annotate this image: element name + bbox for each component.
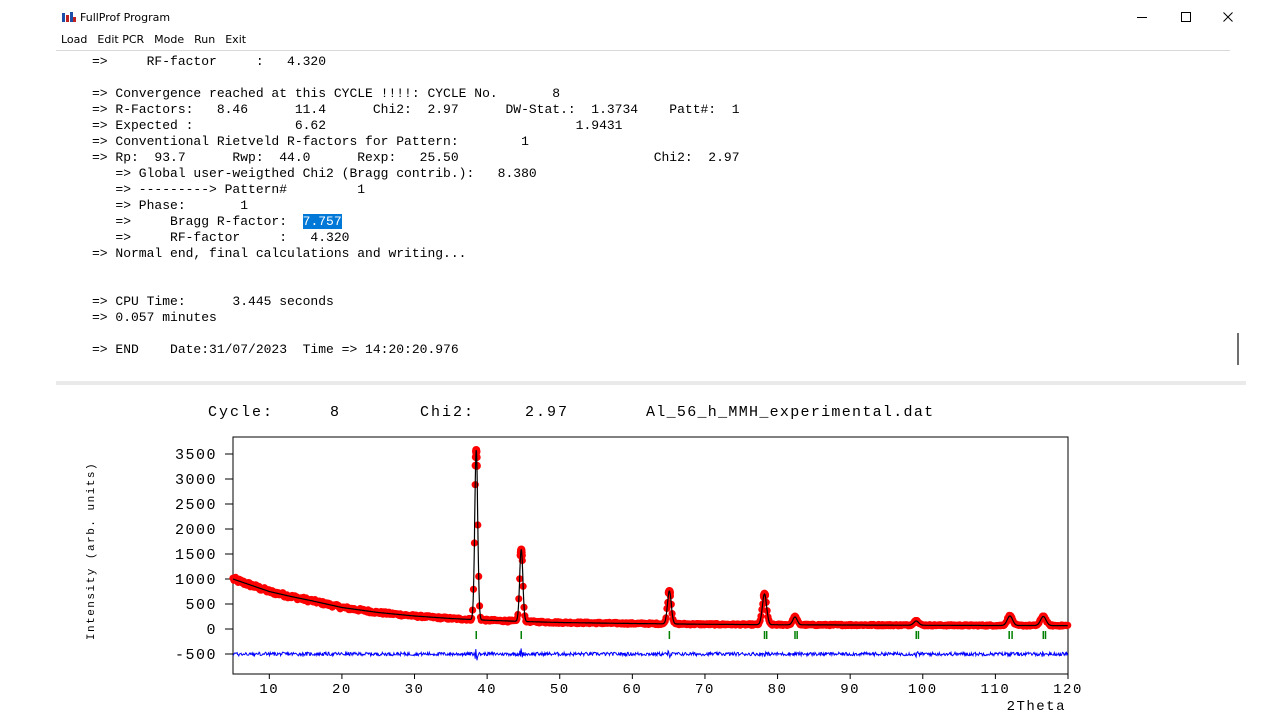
console-line — [92, 326, 740, 342]
x-axis-label: 2Theta — [1007, 699, 1066, 715]
console-line: => Normal end, final calculations and wr… — [92, 246, 467, 261]
console-line: => Bragg R-factor: 7.757 — [92, 214, 342, 229]
console-line: => Phase: 1 — [92, 198, 249, 213]
x-tick-label: 20 — [332, 682, 352, 698]
x-tick-label: 10 — [259, 682, 279, 698]
plot-frame — [232, 436, 1069, 675]
menu-bar: Load Edit PCR Mode Run Exit — [56, 33, 251, 49]
console-line: => RF-factor : 4.320 — [92, 230, 350, 245]
console-scrollbar[interactable] — [1230, 50, 1246, 380]
selected-text[interactable]: 7.757 — [302, 214, 342, 229]
pane-divider[interactable] — [56, 381, 1246, 385]
x-tick-label: 60 — [622, 682, 642, 698]
y-tick-label: 1500 — [175, 547, 217, 564]
menu-edit-pcr[interactable]: Edit PCR — [97, 33, 145, 46]
x-tick-label: 110 — [981, 682, 1011, 698]
console-output[interactable]: => RF-factor : 4.320 => Convergence reach… — [56, 50, 1246, 381]
console-line: => R-Factors: 8.46 11.4 Chi2: 2.97 DW-St… — [92, 102, 740, 117]
calculated-series — [232, 450, 1068, 627]
x-tick-label: 120 — [1053, 682, 1083, 698]
console-line: => END Date:31/07/2023 Time => 14:20:20.… — [92, 342, 459, 357]
x-tick-label: 70 — [695, 682, 715, 698]
plot-chi2-label: Chi2: — [420, 404, 475, 421]
difference-series — [232, 648, 1069, 661]
console-line — [92, 278, 740, 294]
window-titlebar: FullProf Program — [0, 0, 1280, 34]
maximize-button[interactable] — [1166, 6, 1206, 28]
rietveld-plot-svg: Cycle: 8 Chi2: 2.97 Al_56_h_MMH_experime… — [86, 404, 1083, 715]
close-button[interactable] — [1208, 6, 1248, 28]
console-line — [92, 262, 740, 278]
console-line: => 0.057 minutes — [92, 310, 217, 325]
console-line: => RF-factor : 4.320 — [92, 54, 327, 69]
menu-run[interactable]: Run — [194, 33, 216, 46]
menu-load[interactable]: Load — [61, 33, 88, 46]
observed-series — [229, 446, 1072, 630]
minimize-icon — [1137, 17, 1147, 18]
y-tick-label: 2000 — [175, 522, 217, 539]
y-tick-label: 1000 — [175, 572, 217, 589]
console-line: => ---------> Pattern# 1 — [92, 182, 366, 197]
console-line — [92, 70, 740, 86]
x-tick-label: 50 — [550, 682, 570, 698]
scrollbar-thumb[interactable] — [1237, 333, 1239, 365]
console-line: => Convergence reached at this CYCLE !!!… — [92, 86, 561, 101]
y-tick-label: 3500 — [175, 447, 217, 464]
window-title: FullProf Program — [80, 11, 171, 24]
console-line: => Rp: 93.7 Rwp: 44.0 Rexp: 25.50 Chi2: … — [92, 150, 740, 165]
console-line: => CPU Time: 3.445 seconds — [92, 294, 334, 309]
fullprof-app-icon — [62, 12, 76, 23]
console-line: => Global user-weigthed Chi2 (Bragg cont… — [92, 166, 537, 181]
plot-chi2-value: 2.97 — [525, 404, 569, 421]
x-tick-label: 80 — [768, 682, 788, 698]
close-icon — [1223, 12, 1233, 22]
y-axis-ticks: 3500 3000 2500 2000 1500 1000 500 0 -500 — [175, 447, 233, 664]
plot-cycle-value: 8 — [330, 404, 339, 421]
y-tick-label: 2500 — [175, 497, 217, 514]
y-tick-label: -500 — [175, 647, 217, 664]
maximize-icon — [1181, 12, 1191, 22]
bragg-reflections — [475, 631, 1047, 639]
y-axis-label: Intensity (arb. units) — [86, 462, 98, 640]
console-line: => Expected : 6.62 1.9431 — [92, 118, 623, 133]
x-tick-label: 30 — [405, 682, 425, 698]
y-tick-label: 3000 — [175, 472, 217, 489]
plot-filename: Al_56_h_MMH_experimental.dat — [646, 404, 934, 421]
menu-exit[interactable]: Exit — [225, 33, 247, 46]
console-text: => RF-factor : 4.320 => Convergence reach… — [92, 54, 740, 358]
menu-mode[interactable]: Mode — [154, 33, 185, 46]
console-line: => Conventional Rietveld R-factors for P… — [92, 134, 529, 149]
minimize-button[interactable] — [1122, 6, 1162, 28]
x-axis-ticks: 10 20 30 40 50 60 70 80 90 100 110 120 — [259, 674, 1083, 698]
y-tick-label: 500 — [185, 597, 217, 614]
rietveld-plot: Cycle: 8 Chi2: 2.97 Al_56_h_MMH_experime… — [0, 385, 1280, 720]
x-tick-label: 90 — [840, 682, 860, 698]
y-tick-label: 0 — [206, 622, 217, 639]
plot-cycle-label: Cycle: — [208, 404, 274, 421]
x-tick-label: 100 — [908, 682, 938, 698]
x-tick-label: 40 — [477, 682, 497, 698]
